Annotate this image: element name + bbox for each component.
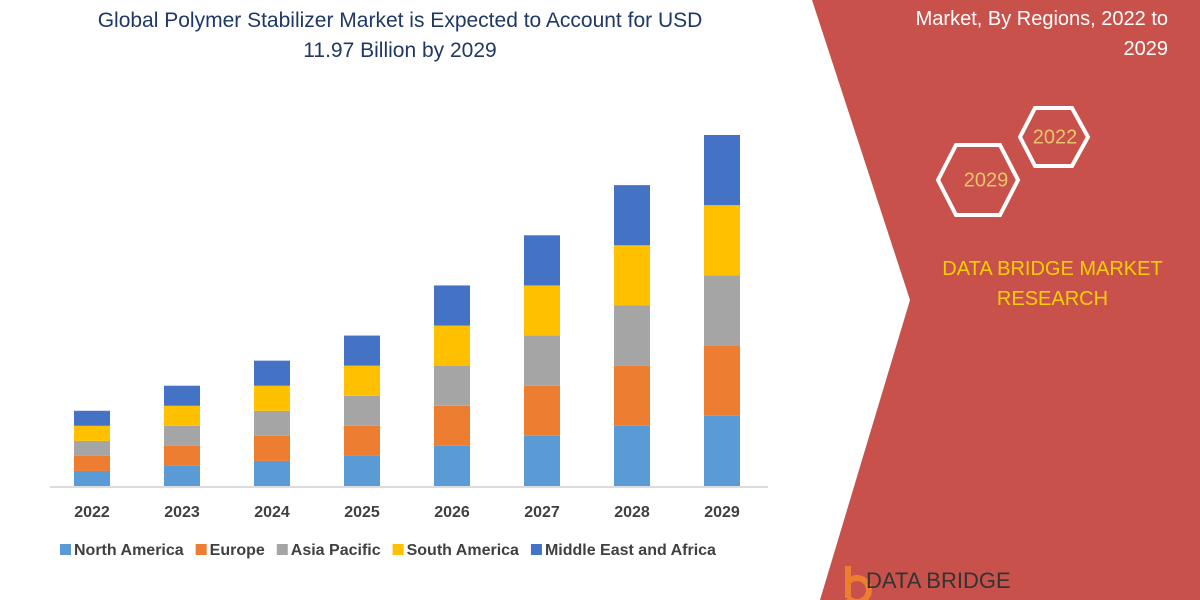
chart-title: Global Polymer Stabilizer Market is Expe…: [97, 9, 703, 62]
bar-segment: [524, 335, 560, 386]
bar-segment: [524, 235, 560, 286]
side-panel-bg: [812, 0, 1200, 600]
logo-icon: [845, 566, 872, 600]
bar-segment: [74, 470, 110, 486]
bar-segment: [344, 335, 380, 366]
bar-segment: [254, 385, 290, 411]
legend-label: Europe: [210, 542, 265, 559]
bar-segment: [704, 205, 740, 276]
bar-segment: [344, 365, 380, 396]
bar-segment: [434, 285, 470, 326]
legend-swatch: [195, 544, 207, 555]
hex-label: 2029: [964, 169, 1009, 191]
bar-segment: [614, 425, 650, 486]
bar-segment: [614, 245, 650, 306]
bar-segment: [344, 425, 380, 456]
bar-segment: [74, 440, 110, 456]
bar-segment: [164, 445, 200, 466]
bar-segment: [254, 360, 290, 386]
bar-segment: [434, 325, 470, 366]
bar-segment: [614, 305, 650, 366]
bar-segment: [614, 185, 650, 246]
bar-segment: [434, 365, 470, 406]
bar-segment: [254, 435, 290, 461]
legend-label: North America: [74, 542, 184, 559]
bar-segment: [74, 455, 110, 471]
x-tick-label: 2024: [254, 504, 290, 521]
legend-label: Asia Pacific: [291, 542, 381, 559]
x-tick-label: 2028: [614, 504, 650, 521]
legend-swatch: [276, 544, 288, 555]
bar-segment: [704, 275, 740, 346]
legend-swatch: [530, 544, 542, 555]
legend-swatch: [60, 544, 71, 555]
bar-segment: [74, 425, 110, 441]
x-tick-label: 2025: [344, 504, 380, 521]
bar-segment: [164, 405, 200, 426]
bar-segment: [164, 425, 200, 446]
hexagon: [1017, 106, 1091, 168]
x-tick-label: 2026: [434, 504, 470, 521]
x-tick-label: 2027: [524, 504, 560, 521]
hexagon: [935, 143, 1021, 217]
bar-segment: [524, 435, 560, 486]
side-heading: Market, By Regions, 2022 to 2029: [915, 8, 1168, 60]
brand: DATA BRIDGE MARKET RESEARCH: [942, 258, 1163, 310]
bar-segment: [524, 385, 560, 436]
bar-segment: [164, 465, 200, 486]
x-tick-label: 2022: [74, 504, 110, 521]
legend-swatch: [392, 544, 404, 555]
bar-segment: [254, 410, 290, 436]
legend-label: South America: [407, 542, 519, 559]
bar-segment: [704, 415, 740, 486]
bar-segment: [434, 405, 470, 446]
bar-segment: [74, 410, 110, 426]
bar-segment: [614, 365, 650, 426]
bar-segment: [434, 445, 470, 486]
bar-segment: [344, 455, 380, 486]
hex-label: 2022: [1033, 126, 1078, 148]
x-tick-label: 2023: [164, 504, 200, 521]
bar-segment: [704, 345, 740, 416]
logo-text: DATA BRIDGE: [866, 568, 1011, 593]
legend-label: Middle East and Africa: [545, 542, 716, 559]
x-tick-label: 2029: [704, 504, 740, 521]
bar-segment: [344, 395, 380, 426]
bar-segment: [524, 285, 560, 336]
bar-segment: [164, 385, 200, 406]
bar-segment: [704, 135, 740, 206]
bar-segment: [254, 460, 290, 486]
